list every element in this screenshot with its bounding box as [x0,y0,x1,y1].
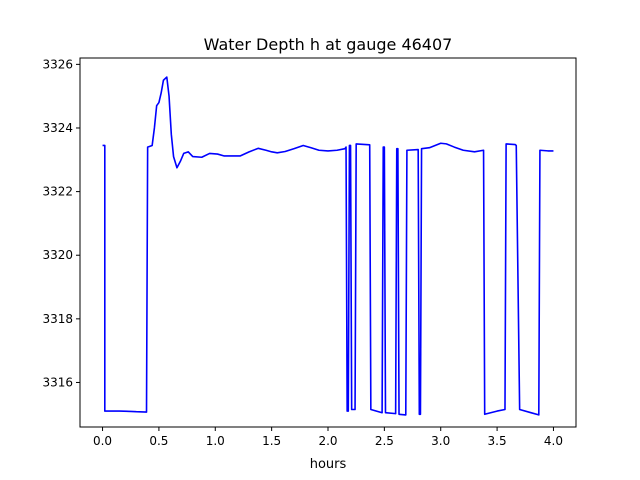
y-tick-label: 3320 [42,248,73,262]
series-line-0 [102,76,554,416]
axes-frame [79,57,577,428]
x-tick-label: 3.0 [431,434,450,448]
x-tick-label: 2.5 [375,434,394,448]
plot-area [102,76,554,416]
x-axis: 0.0 0.5 1.0 1.5 2.0 2.5 3.0 3.5 4.0 [93,427,563,448]
x-tick-label: 3.5 [488,434,507,448]
x-axis-label: hours [310,457,347,472]
chart-title: Water Depth h at gauge 46407 [204,35,453,54]
x-tick-label: 0.0 [93,434,112,448]
x-tick-label: 4.0 [544,434,563,448]
y-tick-label: 3326 [42,57,73,71]
x-tick-label: 1.0 [206,434,225,448]
y-axis: 3316 3318 3320 3322 3324 3326 [42,57,80,389]
x-tick-label: 1.5 [262,434,281,448]
x-tick-label: 2.0 [318,434,337,448]
y-tick-label: 3324 [42,121,73,135]
y-tick-label: 3316 [42,375,73,389]
y-tick-label: 3322 [42,185,73,199]
y-tick-label: 3318 [42,312,73,326]
x-tick-label: 0.5 [149,434,168,448]
